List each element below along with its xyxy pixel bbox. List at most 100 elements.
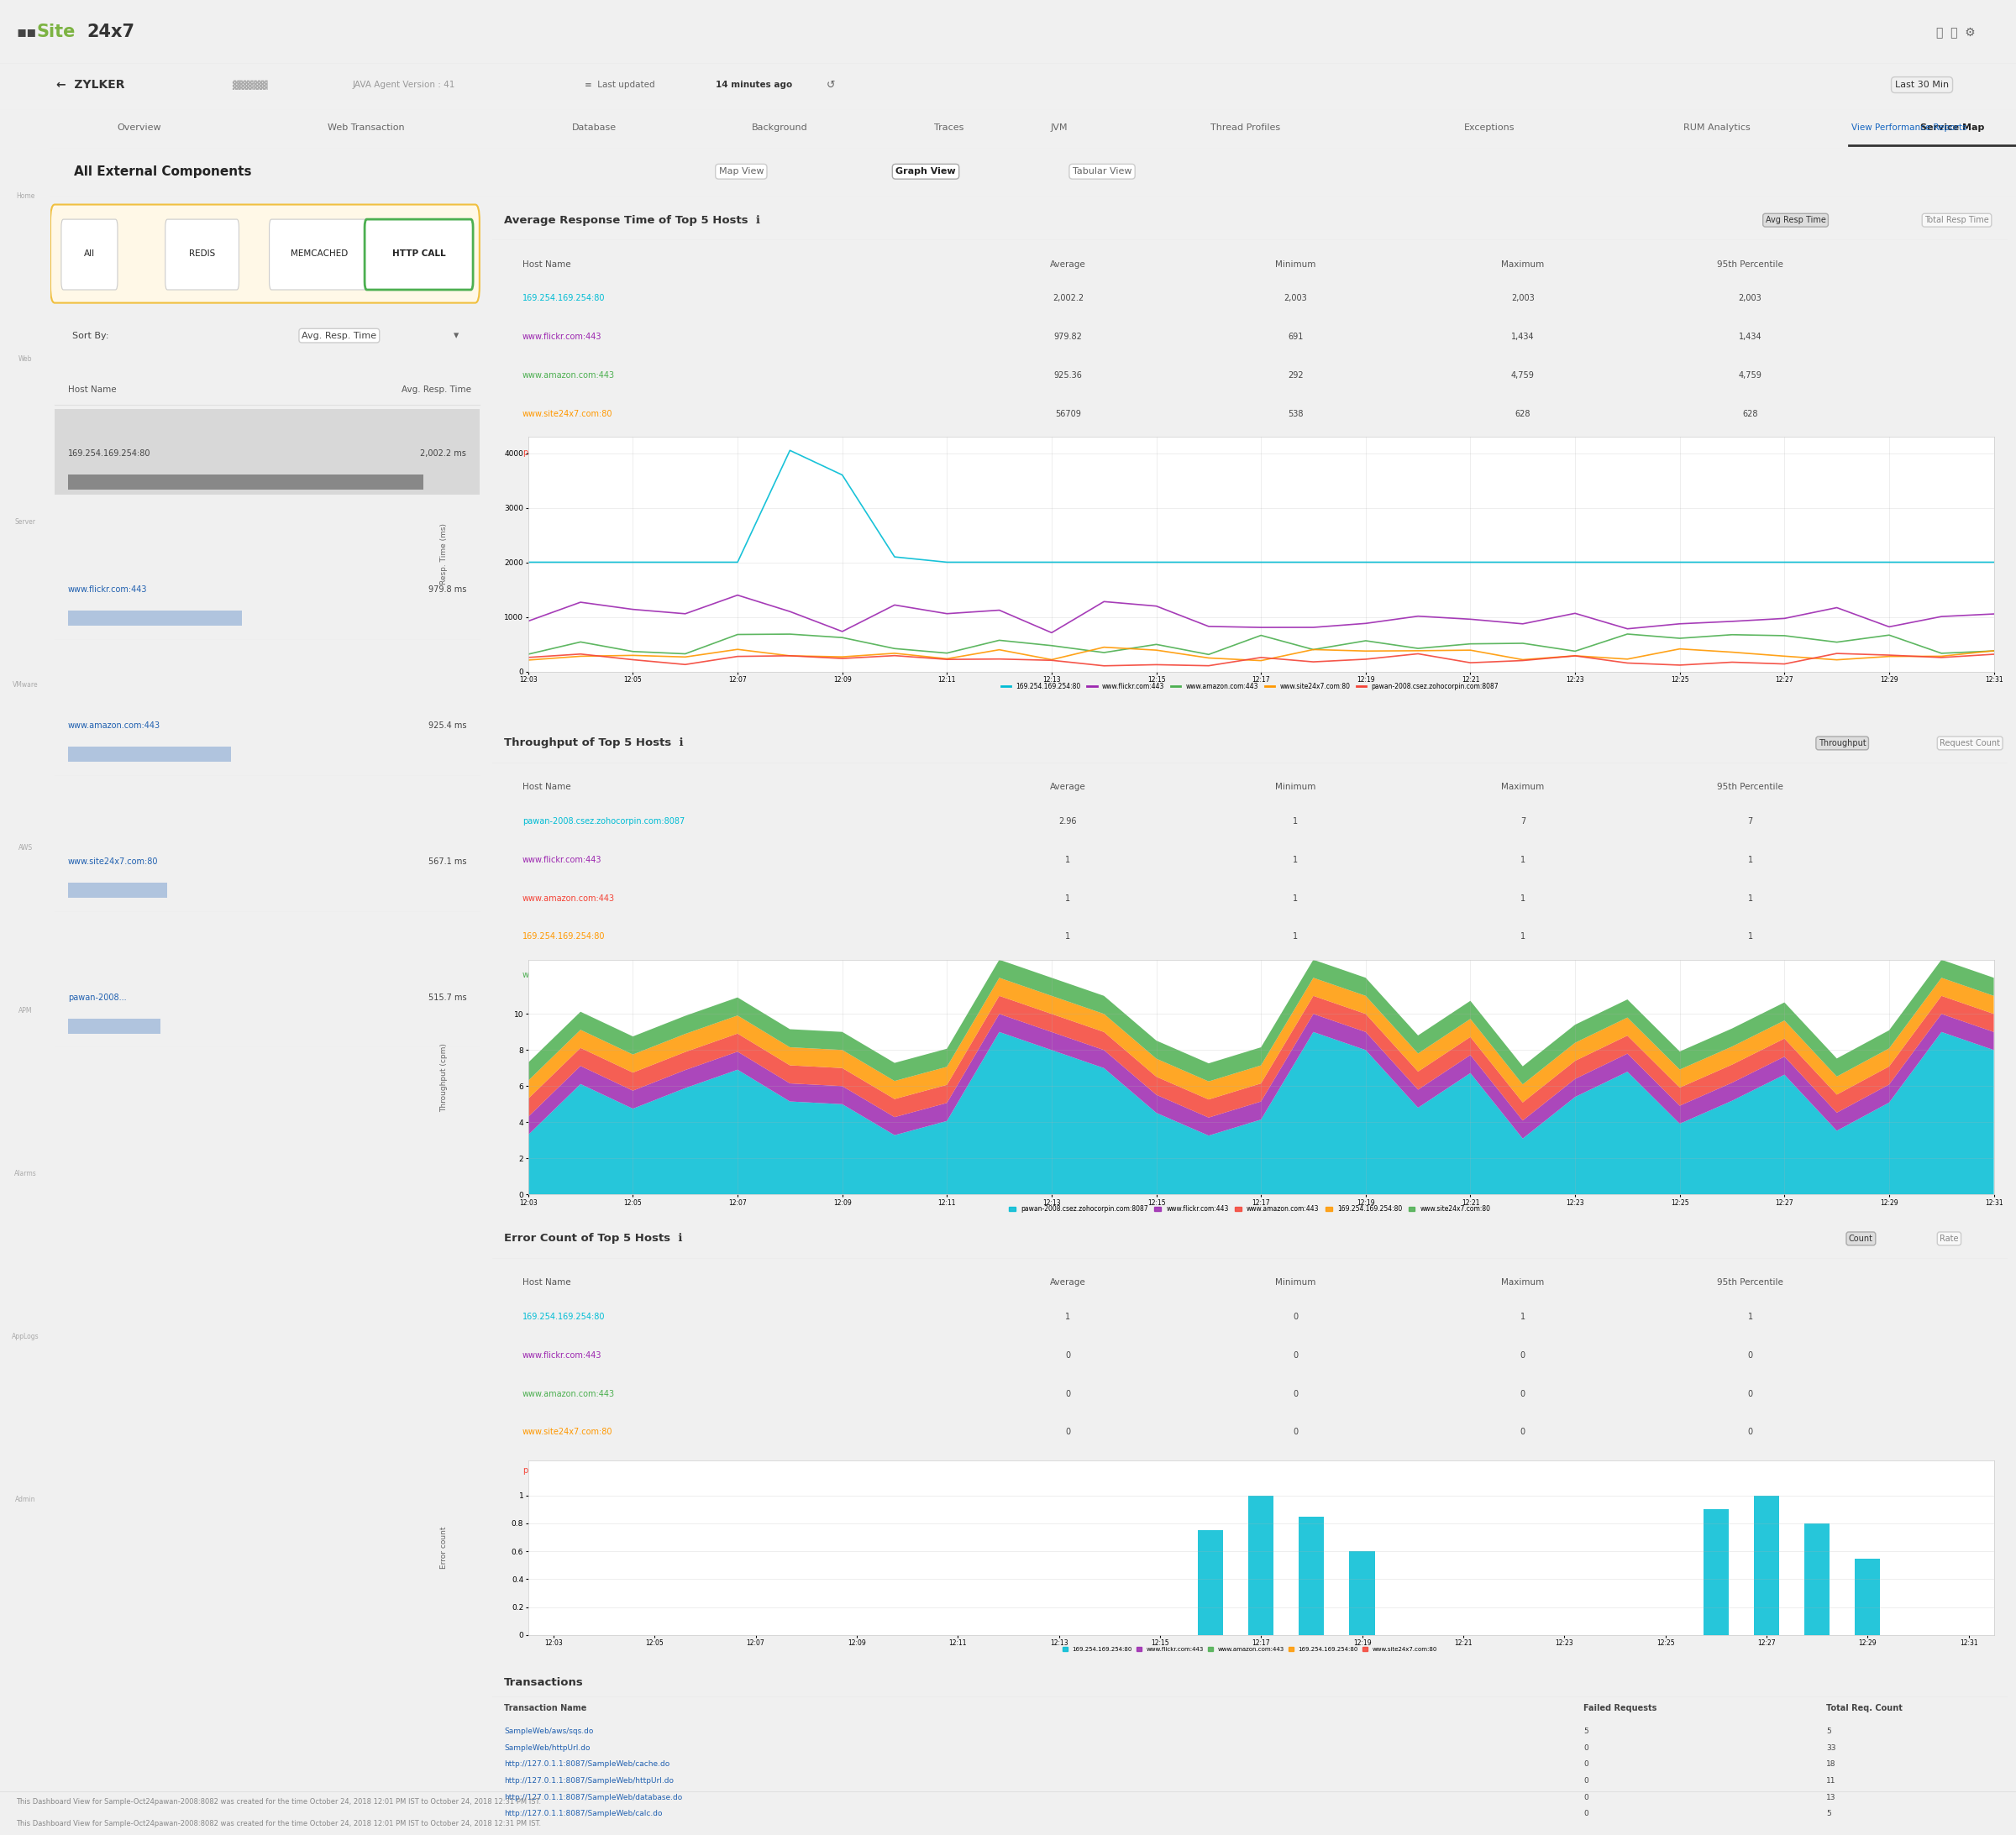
Text: 0: 0 xyxy=(1748,1466,1752,1475)
Text: 1: 1 xyxy=(1292,817,1298,826)
Text: 37: 37 xyxy=(1290,448,1300,457)
Bar xyxy=(54,409,480,495)
Y-axis label: Throughput (cpm): Throughput (cpm) xyxy=(439,1042,448,1112)
Text: Rate: Rate xyxy=(1939,1235,1960,1242)
Text: 1: 1 xyxy=(1064,855,1070,864)
Text: 1: 1 xyxy=(1064,932,1070,941)
Y-axis label: Resp. Time (ms): Resp. Time (ms) xyxy=(439,523,448,585)
Bar xyxy=(69,1018,159,1033)
Text: 0: 0 xyxy=(1583,1809,1589,1818)
Text: 0: 0 xyxy=(1520,1466,1526,1475)
Text: Avg. Resp. Time: Avg. Resp. Time xyxy=(401,385,472,395)
Text: 18: 18 xyxy=(1826,1760,1837,1769)
Text: 1: 1 xyxy=(1292,971,1298,980)
Text: 4,759: 4,759 xyxy=(1738,371,1762,380)
Text: Count: Count xyxy=(1849,1235,1873,1242)
Text: ▓▓▓▓▓: ▓▓▓▓▓ xyxy=(232,81,268,90)
Text: Traces: Traces xyxy=(933,123,964,132)
Text: 5: 5 xyxy=(1583,1727,1589,1736)
Text: Host Name: Host Name xyxy=(522,784,571,791)
Text: Admin: Admin xyxy=(14,1496,36,1503)
Text: 1: 1 xyxy=(1520,894,1526,903)
Text: Overview: Overview xyxy=(117,123,161,132)
Text: 1: 1 xyxy=(1520,855,1526,864)
Text: 2,003: 2,003 xyxy=(1512,294,1534,303)
Text: 515.69: 515.69 xyxy=(1054,448,1083,457)
Text: 1: 1 xyxy=(1064,894,1070,903)
Text: 4,759: 4,759 xyxy=(1512,371,1534,380)
Text: www.amazon.com:443: www.amazon.com:443 xyxy=(522,371,615,380)
Text: www.site24x7.com:80: www.site24x7.com:80 xyxy=(69,857,157,866)
Text: Host Name: Host Name xyxy=(69,385,117,395)
Bar xyxy=(69,611,242,626)
Text: RUM Analytics: RUM Analytics xyxy=(1683,123,1750,132)
Text: 515.7 ms: 515.7 ms xyxy=(427,993,466,1002)
Text: REDIS: REDIS xyxy=(190,250,216,259)
Bar xyxy=(1704,1510,1728,1635)
Text: Avg. Resp. Time: Avg. Resp. Time xyxy=(302,332,377,339)
Text: pawan-2008...: pawan-2008... xyxy=(69,993,127,1002)
Text: http://127.0.1.1:8087/SampleWeb/calc.do: http://127.0.1.1:8087/SampleWeb/calc.do xyxy=(504,1809,663,1818)
Text: 1: 1 xyxy=(1064,1312,1070,1321)
Text: 2,002.2 ms: 2,002.2 ms xyxy=(421,450,466,457)
Text: www.site24x7.com:80: www.site24x7.com:80 xyxy=(522,409,613,418)
Text: Throughput: Throughput xyxy=(1818,740,1867,747)
Text: Home: Home xyxy=(16,193,34,200)
Text: www.amazon.com:443: www.amazon.com:443 xyxy=(522,1389,615,1398)
Text: Host Name: Host Name xyxy=(522,261,571,268)
Text: Host Name: Host Name xyxy=(522,1279,571,1286)
Text: www.flickr.com:443: www.flickr.com:443 xyxy=(522,1351,601,1360)
Text: View Performance Reports: View Performance Reports xyxy=(1851,123,1968,132)
Text: 0: 0 xyxy=(1292,1389,1298,1398)
FancyBboxPatch shape xyxy=(165,220,240,290)
Text: This Dashboard View for Sample-Oct24pawan-2008:8082 was created for the time Oct: This Dashboard View for Sample-Oct24pawa… xyxy=(16,1798,540,1806)
Text: 5: 5 xyxy=(1826,1809,1831,1818)
Text: http://127.0.1.1:8087/SampleWeb/httpUrl.do: http://127.0.1.1:8087/SampleWeb/httpUrl.… xyxy=(504,1776,673,1785)
Bar xyxy=(1855,1558,1881,1635)
Text: 0: 0 xyxy=(1583,1793,1589,1802)
Text: Error Count of Top 5 Hosts  ℹ: Error Count of Top 5 Hosts ℹ xyxy=(504,1233,683,1244)
Text: 538: 538 xyxy=(1288,409,1302,418)
FancyBboxPatch shape xyxy=(270,220,369,290)
Text: Tabular View: Tabular View xyxy=(1073,167,1131,176)
Text: ▾: ▾ xyxy=(454,330,460,341)
Text: Sort By:: Sort By: xyxy=(73,332,109,339)
Text: http://127.0.1.1:8087/SampleWeb/database.do: http://127.0.1.1:8087/SampleWeb/database… xyxy=(504,1793,681,1802)
Text: ▪▪: ▪▪ xyxy=(16,24,36,40)
Text: 95th Percentile: 95th Percentile xyxy=(1718,784,1784,791)
Text: 0: 0 xyxy=(1064,1389,1070,1398)
Bar xyxy=(1804,1523,1831,1635)
Text: VMware: VMware xyxy=(12,681,38,688)
Text: Average: Average xyxy=(1050,784,1087,791)
Bar xyxy=(1298,1516,1325,1635)
Text: 95th Percentile: 95th Percentile xyxy=(1718,1279,1784,1286)
Text: All: All xyxy=(85,250,95,259)
Text: 567.1 ms: 567.1 ms xyxy=(427,857,466,866)
Text: 1,224: 1,224 xyxy=(1738,448,1762,457)
Text: Total Req. Count: Total Req. Count xyxy=(1826,1705,1903,1712)
Text: 56709: 56709 xyxy=(1054,409,1081,418)
Bar xyxy=(1248,1496,1274,1635)
Bar xyxy=(69,747,232,762)
Bar xyxy=(69,475,423,490)
Text: 925.4 ms: 925.4 ms xyxy=(427,721,466,730)
Text: 1: 1 xyxy=(1520,1312,1526,1321)
Text: HTTP CALL: HTTP CALL xyxy=(391,250,446,259)
Text: 1: 1 xyxy=(1292,932,1298,941)
Text: Background: Background xyxy=(752,123,808,132)
Text: 1: 1 xyxy=(1748,971,1752,980)
Text: 0: 0 xyxy=(1520,1351,1526,1360)
Text: 0: 0 xyxy=(1748,1428,1752,1437)
Text: 1: 1 xyxy=(1520,932,1526,941)
Text: www.flickr.com:443: www.flickr.com:443 xyxy=(522,855,601,864)
Bar xyxy=(69,883,167,897)
Text: AppLogs: AppLogs xyxy=(12,1332,38,1341)
Text: 1: 1 xyxy=(1520,971,1526,980)
Text: 0: 0 xyxy=(1520,1428,1526,1437)
Text: 2.96: 2.96 xyxy=(1058,817,1077,826)
Text: APM: APM xyxy=(18,1007,32,1015)
FancyBboxPatch shape xyxy=(60,220,117,290)
Text: 169.254.169.254:80: 169.254.169.254:80 xyxy=(522,932,605,941)
Text: 🔔  👤  ⚙: 🔔 👤 ⚙ xyxy=(1937,26,1976,39)
Text: 169.254.169.254:80: 169.254.169.254:80 xyxy=(522,1312,605,1321)
